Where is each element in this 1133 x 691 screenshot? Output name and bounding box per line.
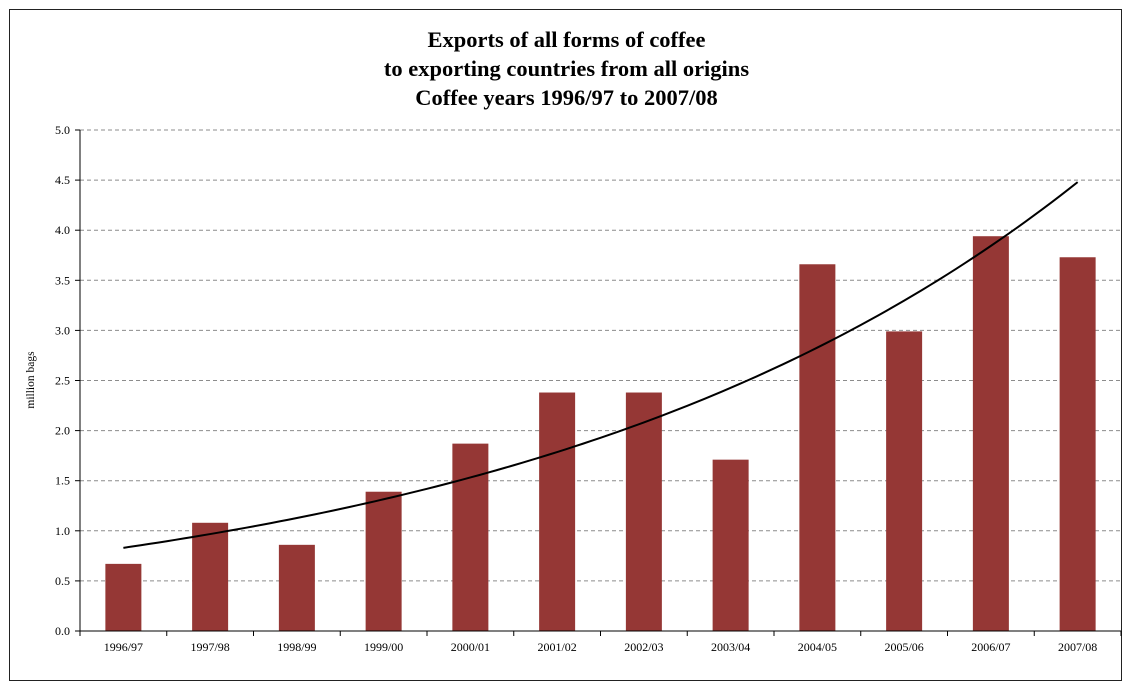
y-tick-label: 5.0 xyxy=(55,123,70,137)
x-tick-label: 2002/03 xyxy=(624,640,663,654)
y-tick-label: 3.0 xyxy=(55,323,70,337)
chart-title: Exports of all forms of coffee to export… xyxy=(0,25,1133,112)
trendline xyxy=(123,181,1079,549)
y-tick-label: 4.5 xyxy=(55,173,70,187)
bar xyxy=(365,491,402,631)
bar xyxy=(886,331,923,631)
y-tick-label: 0.0 xyxy=(55,624,70,638)
bar xyxy=(278,544,315,631)
grid-lines xyxy=(80,129,1121,582)
y-tick-label: 4.0 xyxy=(55,223,70,237)
y-tick-label: 2.5 xyxy=(55,374,70,388)
x-tick-label: 2004/05 xyxy=(798,640,837,654)
bar xyxy=(1059,257,1096,631)
bars xyxy=(105,236,1096,631)
y-tick-labels: 0.0 0.5 1.0 1.5 2.0 2.5 3.0 3.5 4.0 4.5 5.0 xyxy=(55,123,70,638)
x-tick-label: 1996/97 xyxy=(104,640,143,654)
x-tick-labels: 1996/97 1997/98 1998/99 1999/00 2000/01 2001/… xyxy=(104,640,1098,654)
title-line-2: to exporting countries from all origins xyxy=(383,56,750,81)
bar xyxy=(625,392,662,631)
title-line-3: Coffee years 1996/97 to 2007/08 xyxy=(415,85,718,110)
bar xyxy=(799,264,836,631)
y-tick-label: 1.0 xyxy=(55,524,70,538)
bar xyxy=(105,563,142,631)
bar xyxy=(972,236,1009,631)
y-tick-label: 3.5 xyxy=(55,273,70,287)
x-tick-label: 2007/08 xyxy=(1058,640,1097,654)
x-tick-label: 2005/06 xyxy=(884,640,923,654)
bar xyxy=(192,522,229,631)
bar xyxy=(712,459,749,631)
y-axis-label: million bags xyxy=(25,351,37,409)
x-tick-label: 1998/99 xyxy=(277,640,316,654)
title-line-1: Exports of all forms of coffee xyxy=(427,27,706,52)
bar xyxy=(539,392,576,631)
y-tick-label: 2.0 xyxy=(55,424,70,438)
axes xyxy=(75,129,1122,636)
x-tick-label: 2001/02 xyxy=(537,640,576,654)
trendline-path xyxy=(123,181,1079,549)
bar xyxy=(452,443,489,631)
x-tick-label: 1999/00 xyxy=(364,640,403,654)
y-tick-label: 0.5 xyxy=(55,574,70,588)
x-tick-label: 2000/01 xyxy=(451,640,490,654)
x-tick-label: 1997/98 xyxy=(190,640,229,654)
x-tick-label: 2003/04 xyxy=(711,640,750,654)
y-tick-label: 1.5 xyxy=(55,474,70,488)
x-tick-label: 2006/07 xyxy=(971,640,1010,654)
